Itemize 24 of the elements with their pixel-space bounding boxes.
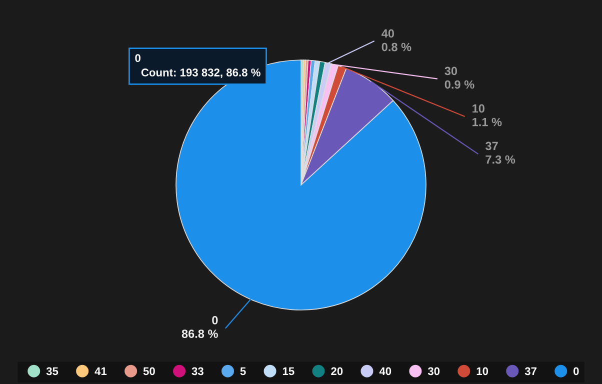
slice-label: 40 (382, 29, 394, 38)
legend-label: 15 (282, 367, 294, 376)
slice-label: 30 (444, 66, 458, 76)
data-label: 7.3 % (486, 155, 516, 164)
data-label: 0.9 % (444, 80, 474, 89)
text: Count: 193 832, 86.8 % (141, 68, 260, 78)
slice-label: 0 (135, 54, 140, 62)
slice-label: 0 (212, 316, 218, 324)
legend-label: 50 (143, 367, 155, 376)
slice-label: 10 (472, 104, 484, 113)
legend-label: 40 (379, 367, 392, 376)
legend-label: 33 (192, 367, 204, 376)
legend-label: 5 (240, 367, 246, 376)
legend-label: 20 (331, 367, 343, 376)
slice-label: 37 (485, 142, 498, 150)
legend-label: 37 (524, 367, 536, 376)
legend-label: 30 (428, 367, 440, 376)
legend-label: 41 (94, 367, 107, 376)
data-label: 86.8 % (182, 330, 218, 338)
legend-label: 0 (574, 367, 579, 376)
data-label: 1.1 % (472, 118, 502, 126)
legend-label: 35 (46, 367, 58, 376)
legend-label: 10 (476, 367, 488, 376)
data-label: 0.8 % (382, 42, 412, 52)
